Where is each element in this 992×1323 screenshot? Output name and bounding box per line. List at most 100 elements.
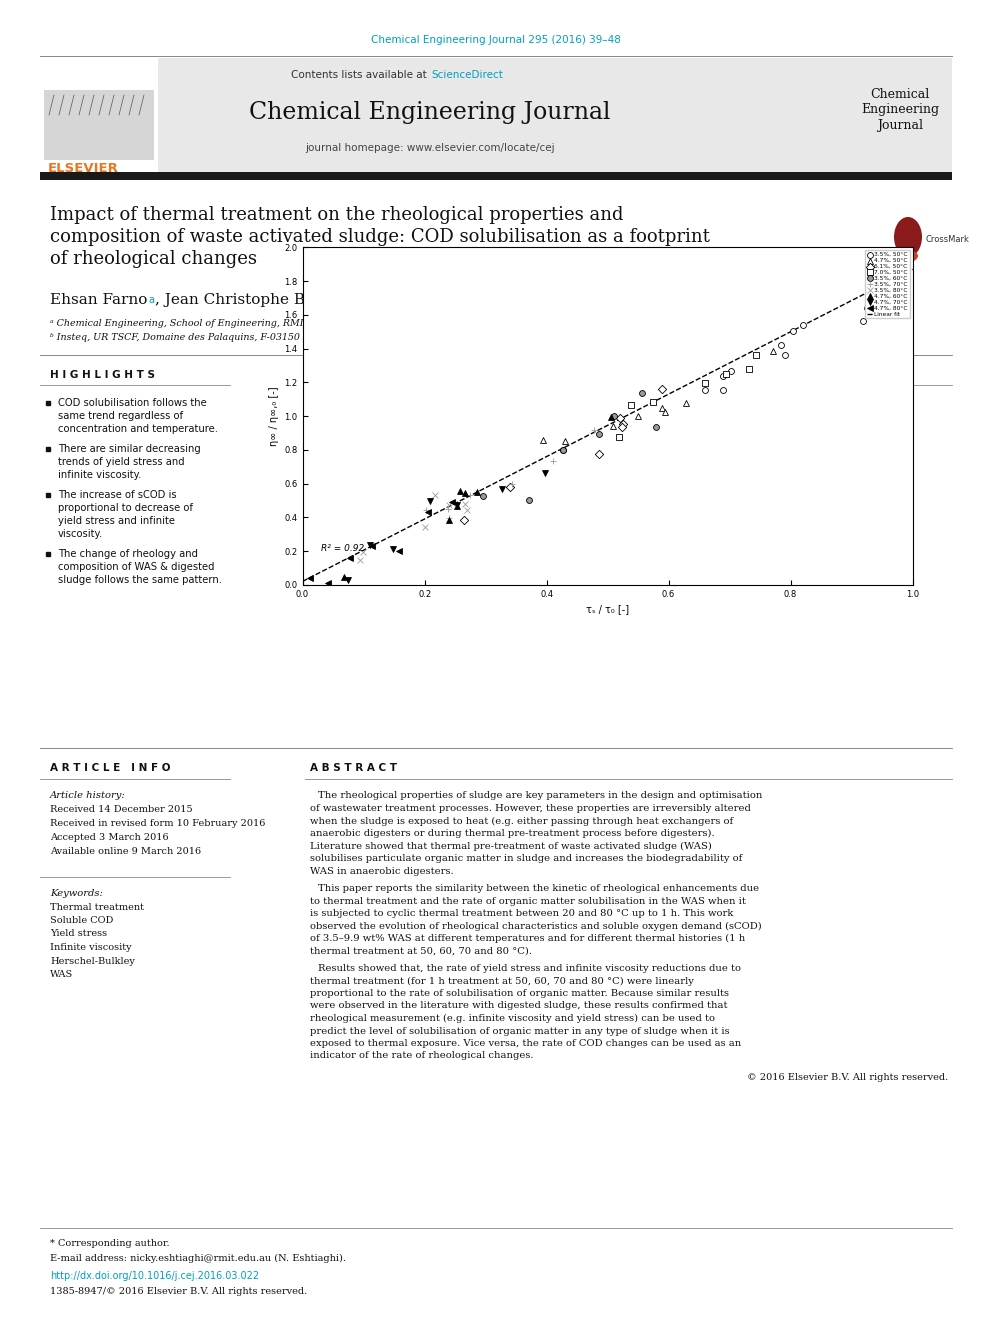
- Text: viscosity.: viscosity.: [58, 529, 103, 538]
- Text: Received 14 December 2015: Received 14 December 2015: [50, 806, 192, 815]
- Text: There are similar decreasing: There are similar decreasing: [58, 445, 200, 454]
- 4.7%, 80°C: [320, 573, 336, 594]
- Bar: [40, 58, 952, 172]
- Text: indicator of the rate of rheological changes.: indicator of the rate of rheological cha…: [310, 1052, 534, 1061]
- Text: composition of WAS & digested: composition of WAS & digested: [58, 562, 214, 572]
- 4.7%, 80°C: [391, 540, 407, 561]
- Text: Soluble COD: Soluble COD: [50, 916, 113, 925]
- Text: sludge follows the same pattern.: sludge follows the same pattern.: [58, 576, 222, 585]
- Text: of 3.5–9.9 wt% WAS at different temperatures and for different thermal histories: of 3.5–9.9 wt% WAS at different temperat…: [310, 934, 745, 943]
- Text: , Nicky Eshtiaghi: , Nicky Eshtiaghi: [575, 292, 707, 307]
- 3.5%, 80°C: [457, 493, 473, 515]
- Text: COD solubilisation follows the: COD solubilisation follows the: [58, 398, 206, 407]
- 3.5%, 80°C: [355, 541, 371, 562]
- Text: G R A P H I C A L   A B S T R A C T: G R A P H I C A L A B S T R A C T: [310, 370, 504, 380]
- Text: yield stress and infinite: yield stress and infinite: [58, 516, 175, 527]
- Text: a,*: a,*: [694, 295, 708, 306]
- 6.1%, 50°C: [654, 378, 670, 400]
- 4.7%, 60°C: [603, 407, 619, 429]
- Text: CrossMark: CrossMark: [926, 234, 970, 243]
- 4.7%, 50°C: [765, 341, 781, 363]
- 4.7%, 60°C: [336, 566, 352, 587]
- Text: Available online 9 March 2016: Available online 9 March 2016: [50, 848, 201, 856]
- Bar: [40, 172, 952, 180]
- 3.5%, 50°C: [795, 315, 810, 336]
- Text: , Rajarathinam Parthasarathy: , Rajarathinam Parthasarathy: [337, 292, 565, 307]
- 3.5%, 50°C: [859, 298, 875, 319]
- 3.5%, 80°C: [427, 484, 442, 505]
- Text: Chemical Engineering Journal 295 (2016) 39–48: Chemical Engineering Journal 295 (2016) …: [371, 34, 621, 45]
- 3.5%, 60°C: [649, 417, 665, 438]
- 4.7%, 70°C: [494, 479, 510, 500]
- Text: WAS in anaerobic digesters.: WAS in anaerobic digesters.: [310, 867, 453, 876]
- 3.5%, 70°C: [439, 499, 455, 520]
- Y-axis label: η∞ / η∞,₀ [-]: η∞ / η∞,₀ [-]: [269, 386, 279, 446]
- 3.5%, 80°C: [352, 549, 368, 570]
- 3.5%, 60°C: [475, 486, 491, 507]
- 4.7%, 80°C: [302, 568, 317, 589]
- Text: Results showed that, the rate of yield stress and infinite viscosity reductions : Results showed that, the rate of yield s…: [318, 964, 741, 972]
- Text: concentration and temperature.: concentration and temperature.: [58, 423, 218, 434]
- 3.5%, 70°C: [545, 450, 560, 471]
- 6.1%, 50°C: [612, 407, 628, 429]
- Text: Ehsan Farno: Ehsan Farno: [50, 292, 148, 307]
- 3.5%, 60°C: [521, 490, 537, 511]
- 7.0%, 50°C: [611, 426, 627, 447]
- Text: Keywords:: Keywords:: [50, 889, 103, 897]
- 7.0%, 50°C: [623, 394, 639, 415]
- Text: were observed in the literature with digested sludge, these results confirmed th: were observed in the literature with dig…: [310, 1002, 727, 1011]
- Text: * Corresponding author.: * Corresponding author.: [50, 1240, 170, 1249]
- Text: ScienceDirect: ScienceDirect: [431, 70, 503, 79]
- 4.7%, 80°C: [364, 536, 380, 557]
- 3.5%, 70°C: [461, 486, 477, 507]
- Text: E-mail address: nicky.eshtiaghi@rmit.edu.au (N. Eshtiaghi).: E-mail address: nicky.eshtiaghi@rmit.edu…: [50, 1253, 346, 1262]
- Bar: [40, 58, 158, 172]
- Text: Infinite viscosity: Infinite viscosity: [50, 943, 132, 953]
- Text: a: a: [568, 295, 574, 306]
- Linear fit: [297, 573, 309, 589]
- Bar: [44, 90, 154, 160]
- Text: Chemical Engineering Journal: Chemical Engineering Journal: [249, 101, 611, 123]
- 4.7%, 60°C: [457, 483, 473, 504]
- Text: infinite viscosity.: infinite viscosity.: [58, 470, 142, 480]
- 6.1%, 50°C: [615, 414, 631, 435]
- Text: ᵃ Chemical Engineering, School of Engineering, RMIT University, Victoria 3001, A: ᵃ Chemical Engineering, School of Engine…: [50, 319, 482, 328]
- 4.7%, 70°C: [386, 538, 402, 560]
- 3.5%, 60°C: [606, 405, 622, 426]
- Text: A R T I C L E   I N F O: A R T I C L E I N F O: [50, 763, 171, 773]
- Text: http://dx.doi.org/10.1016/j.cej.2016.03.022: http://dx.doi.org/10.1016/j.cej.2016.03.…: [50, 1271, 259, 1281]
- Line: Linear fit: Linear fit: [303, 270, 913, 581]
- Text: rheological measurement (e.g. infinite viscosity and yield stress) can be used t: rheological measurement (e.g. infinite v…: [310, 1013, 715, 1023]
- Text: WAS: WAS: [50, 970, 73, 979]
- Text: © 2016 Elsevier B.V. All rights reserved.: © 2016 Elsevier B.V. All rights reserved…: [747, 1073, 948, 1082]
- Text: journal homepage: www.elsevier.com/locate/cej: journal homepage: www.elsevier.com/locat…: [306, 143, 555, 153]
- 3.5%, 70°C: [440, 508, 456, 529]
- Linear fit: [907, 262, 919, 278]
- Text: exposed to thermal exposure. Vice versa, the rate of COD changes can be used as : exposed to thermal exposure. Vice versa,…: [310, 1039, 741, 1048]
- Text: thermal treatment (for 1 h treatment at 50, 60, 70 and 80 °C) were linearly: thermal treatment (for 1 h treatment at …: [310, 976, 693, 986]
- 3.5%, 50°C: [774, 335, 790, 356]
- Text: anaerobic digesters or during thermal pre-treatment process before digesters).: anaerobic digesters or during thermal pr…: [310, 830, 714, 837]
- 3.5%, 50°C: [696, 380, 712, 401]
- 4.7%, 50°C: [536, 429, 552, 450]
- 3.5%, 80°C: [417, 516, 433, 537]
- 4.7%, 50°C: [679, 393, 694, 414]
- Text: proportional to decrease of: proportional to decrease of: [58, 503, 193, 513]
- 7.0%, 50°C: [645, 392, 661, 413]
- 4.7%, 80°C: [443, 492, 459, 513]
- Text: Accepted 3 March 2016: Accepted 3 March 2016: [50, 833, 169, 843]
- 4.7%, 50°C: [654, 397, 670, 418]
- Text: trends of yield stress and: trends of yield stress and: [58, 456, 185, 467]
- 4.7%, 50°C: [558, 430, 573, 451]
- 4.7%, 60°C: [469, 482, 485, 503]
- Text: The change of rheology and: The change of rheology and: [58, 549, 198, 560]
- Text: a: a: [148, 295, 154, 306]
- 6.1%, 50°C: [456, 509, 472, 531]
- Linear fit: [321, 561, 333, 577]
- 4.7%, 70°C: [362, 534, 378, 556]
- Text: Impact of thermal treatment on the rheological properties and: Impact of thermal treatment on the rheol…: [50, 206, 624, 224]
- 4.7%, 80°C: [342, 548, 358, 569]
- 3.5%, 80°C: [441, 495, 457, 516]
- Linear fit: [854, 288, 866, 304]
- 3.5%, 50°C: [777, 344, 793, 365]
